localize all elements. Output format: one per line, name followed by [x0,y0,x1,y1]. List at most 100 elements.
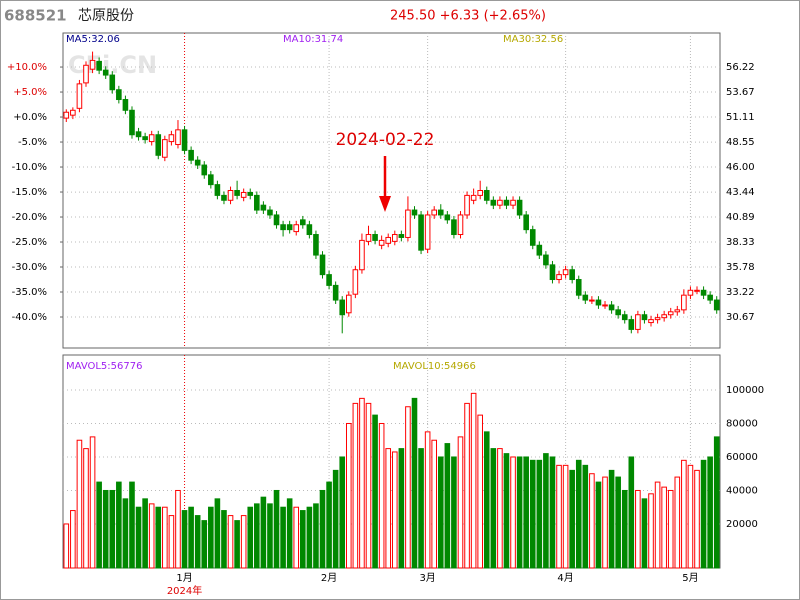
volume-bar [122,498,129,569]
volume-bar [102,489,109,569]
volume-bar [201,520,208,569]
y2-tick-label: +10.0% [7,62,47,73]
candle-body [148,134,155,143]
candle-body [700,289,707,296]
stock-name: 芯原股份 [78,8,134,24]
x-tick-label: 4月 [557,572,573,584]
candle-body [286,224,293,231]
y2-tick-label: -40.0% [12,312,47,323]
candle-body [569,269,575,281]
volume-bar [713,436,720,569]
volume-bar [293,506,300,569]
candle-body [667,311,674,316]
candle-body [464,194,470,216]
volume-bar [483,431,490,569]
y-tick-label: 60000 [726,452,758,463]
candle-body [556,274,562,281]
price-panel [62,32,721,349]
volume-bar [339,456,346,569]
volume-bar [464,402,470,569]
candle-body [529,229,536,246]
volume-bar [477,414,483,569]
legend-entry: MA30:32.56 [503,34,563,45]
volume-bar [674,476,681,569]
y-tick-label: 46.00 [726,162,755,173]
candle-body [582,294,589,301]
volume-bar [365,402,372,569]
candle-body [385,236,392,244]
y-tick-label: 30.67 [726,312,755,323]
volume-bar [385,448,392,569]
candle-body [536,244,543,256]
volume-bar [641,498,648,569]
candle-body [168,134,175,143]
candle-body [63,111,70,119]
volume-bar [589,473,595,569]
candle-body [96,60,102,71]
candle-body [411,209,418,216]
volume-bar [254,503,260,569]
volume-bar [181,510,188,569]
candle-body [227,190,234,201]
candle-body [306,224,313,236]
volume-bar [503,453,510,569]
volume-bar [549,456,556,569]
legend-entry: MA10:31.74 [283,34,343,45]
candle-body [490,199,497,206]
volume-bar [247,506,254,569]
candle-body [116,89,122,101]
volume-bar [687,464,694,569]
candle-body [254,194,260,211]
candle-body [267,209,273,216]
candle-body [516,199,523,216]
candle-body [102,69,109,76]
y2-tick-label: -20.0% [12,212,47,223]
annotation: 2024-02-22 [336,130,435,150]
candle-body [615,309,621,316]
candle-body [135,131,142,138]
y-tick-label: 53.67 [726,87,755,98]
volume-bar [168,515,175,569]
candle-body [608,304,615,311]
volume-bar [260,496,267,569]
candle-body [181,129,188,151]
candle-body [76,83,83,109]
candle-body [359,239,365,271]
candle-body [175,129,181,146]
volume-bar [582,464,589,569]
candle-body [332,284,339,301]
candle-body [89,59,96,70]
volume-bar [194,515,201,569]
volume-panel [62,354,721,569]
volume-bar [345,422,352,569]
volume-bar [359,397,365,569]
y-tick-label: 40000 [726,485,758,496]
volume-bar [286,498,293,569]
candle-body [437,209,444,216]
candle-body [300,219,306,226]
candle-body [431,209,438,216]
volume-bar [437,456,444,569]
candle-body [713,299,720,311]
volume-bar [267,503,273,569]
volume-bar [83,448,89,569]
volume-bar [398,448,405,569]
candle-body [221,194,227,201]
volume-bar [280,506,286,569]
volume-bar [470,392,477,569]
candle-body [661,314,667,319]
volume-bar [162,506,168,569]
volume-bar [621,489,628,569]
volume-bar [648,493,654,569]
volume-bar [424,431,431,569]
candle-body [188,149,194,161]
x-tick-label: 5月 [682,572,698,584]
y-tick-label: 56.22 [726,62,755,73]
candle-body [543,254,549,266]
candle-body [523,214,529,231]
y-tick-label: 20000 [726,519,758,530]
y2-tick-label: -35.0% [12,287,47,298]
volume-bar [214,498,221,569]
volume-bar [352,402,359,569]
